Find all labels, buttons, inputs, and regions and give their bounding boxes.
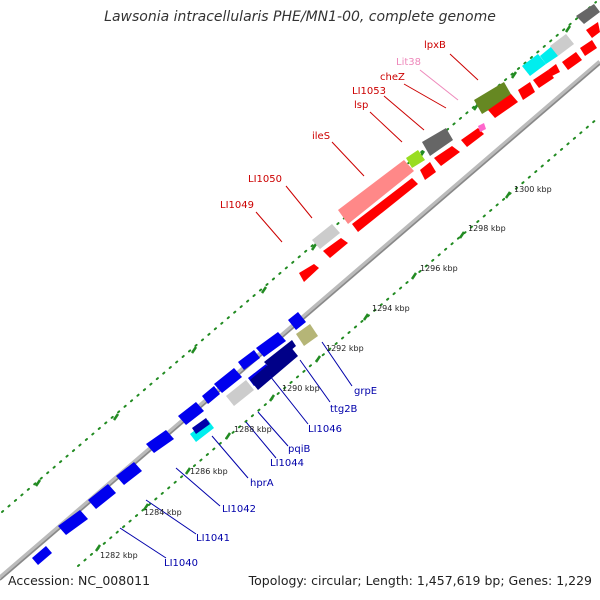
gene-label-lpxb: lpxB: [424, 40, 446, 51]
gene-label-li1044: LI1044: [270, 458, 304, 469]
gene-cyan[interactable]: [522, 54, 546, 76]
gene-reverse[interactable]: [58, 510, 88, 535]
scale-label: 1290 kbp: [282, 384, 320, 393]
scale-labels: 1282 kbp 1284 kbp 1286 kbp 1288 kbp 1290…: [100, 185, 552, 560]
gene-forward[interactable]: [299, 264, 319, 282]
gene-li1053[interactable]: [422, 128, 453, 156]
gene-label-li1050: LI1050: [248, 174, 282, 185]
gene-dark[interactable]: [576, 4, 600, 24]
gene-forward[interactable]: [461, 128, 484, 147]
gene-forward[interactable]: [548, 64, 560, 76]
outer-tick-track: [1, 1, 597, 513]
accession-label: Accession: NC_008011: [8, 573, 151, 588]
gene-reverse[interactable]: [202, 386, 220, 404]
gene-li1050[interactable]: [312, 224, 340, 249]
gene-label-li1042: LI1042: [222, 504, 256, 515]
scale-label: 1286 kbp: [190, 467, 228, 476]
gene-forward[interactable]: [580, 40, 597, 56]
gene-label-hpra: hprA: [250, 478, 274, 489]
genome-summary: Topology: circular; Length: 1,457,619 bp…: [248, 573, 592, 588]
forward-genes: [299, 4, 600, 282]
gene-cyan[interactable]: [540, 46, 558, 64]
gene-ilis[interactable]: [338, 160, 414, 224]
gene-forward[interactable]: [488, 94, 518, 118]
scale-label: 1282 kbp: [100, 551, 138, 560]
scale-label: 1298 kbp: [468, 224, 506, 233]
gene-reverse[interactable]: [238, 350, 260, 370]
gene-forward[interactable]: [420, 162, 436, 180]
gene-lpxb[interactable]: [474, 82, 512, 114]
reverse-genes: [32, 312, 318, 565]
gene-reverse[interactable]: [256, 332, 286, 357]
gene-forward-orange[interactable]: [586, 22, 600, 38]
gene-forward[interactable]: [323, 238, 348, 258]
scale-label: 1284 kbp: [144, 508, 182, 517]
gene-label-grpe: grpE: [354, 386, 377, 397]
gene-lsp[interactable]: [406, 150, 425, 168]
gene-label-li1049: LI1049: [220, 200, 254, 211]
inner-tick-track: [77, 117, 599, 567]
scale-label: 1300 kbp: [514, 185, 552, 194]
gene-reverse[interactable]: [88, 484, 116, 509]
gene-reverse[interactable]: [214, 368, 242, 393]
gene-chez[interactable]: [478, 123, 486, 132]
gene-forward[interactable]: [434, 146, 460, 166]
gene-grpe[interactable]: [296, 324, 318, 346]
scale-label: 1296 kbp: [420, 264, 458, 273]
gene-label-ttg2b: ttg2B: [330, 404, 358, 415]
gene-grey[interactable]: [550, 34, 574, 56]
map-title: Lawsonia intracellularis PHE/MN1-00, com…: [104, 9, 496, 25]
gene-hpra[interactable]: [190, 420, 214, 442]
gene-reverse[interactable]: [178, 402, 204, 425]
gene-label-li1041: LI1041: [196, 533, 230, 544]
forward-leader-lines: [255, 53, 479, 243]
gene-forward[interactable]: [518, 82, 535, 100]
scale-label: 1294 kbp: [372, 304, 410, 313]
gene-ttg2b[interactable]: [264, 340, 296, 368]
gene-li1046[interactable]: [250, 346, 298, 390]
forward-gene-labels: lpxB Lit38 cheZ LI1053 lsp ileS LI1050 L…: [220, 40, 446, 211]
gene-label-li1040: LI1040: [164, 558, 198, 569]
reverse-gene-labels: grpE ttg2B LI1046 pqiB LI1044 hprA LI104…: [164, 386, 377, 569]
gene-label-li1046: LI1046: [308, 424, 342, 435]
scale-label: 1288 kbp: [234, 425, 272, 434]
gene-reverse[interactable]: [146, 430, 174, 453]
gene-label-lit38: Lit38: [396, 57, 421, 68]
reverse-leader-lines: [119, 341, 353, 559]
gene-reverse[interactable]: [32, 546, 52, 565]
gene-li1042[interactable]: [192, 418, 210, 434]
gene-label-pqib: pqiB: [288, 444, 310, 455]
scale-label: 1292 kbp: [326, 344, 364, 353]
gene-label-chez: cheZ: [380, 72, 405, 83]
gene-label-iles: ileS: [312, 131, 330, 142]
gene-forward[interactable]: [533, 70, 554, 88]
inner-major-ticks: [94, 191, 512, 552]
gene-reverse[interactable]: [116, 462, 142, 485]
gene-pqib[interactable]: [226, 380, 254, 406]
gene-forward[interactable]: [562, 52, 582, 70]
gene-label-li1053: LI1053: [352, 86, 386, 97]
gene-reverse[interactable]: [288, 312, 306, 330]
gene-forward-long[interactable]: [352, 178, 418, 232]
gene-label-lsp: lsp: [354, 100, 368, 111]
